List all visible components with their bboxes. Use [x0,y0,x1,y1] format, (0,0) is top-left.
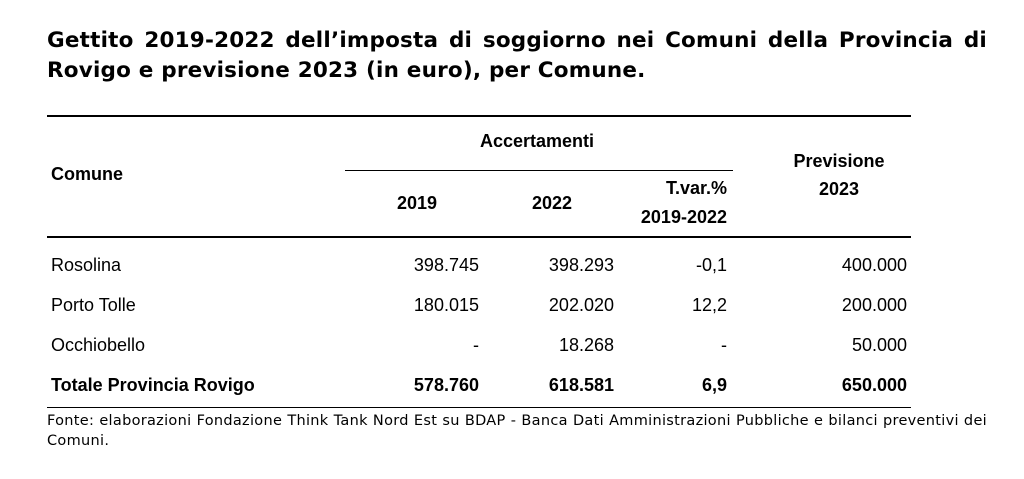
row-tvar: -0,1 [695,255,727,275]
total-2019: 578.760 [413,375,479,395]
header-previsione-line1: Previsione [793,151,885,171]
total-tvar: 6,9 [701,375,727,395]
table-top-rule [47,115,911,117]
row-comune: Rosolina [51,255,122,275]
header-bottom-rule [47,236,911,238]
total-comune: Totale Provincia Rovigo [51,375,255,395]
accertamenti-underline [345,170,733,171]
header-accertamenti: Accertamenti [479,131,595,151]
row-2022: 202.020 [548,295,614,315]
source-note: Fonte: elaborazioni Fondazione Think Tan… [47,413,987,449]
row-2019: - [473,335,479,355]
row-previsione: 200.000 [841,295,907,315]
table-title: Gettito 2019-2022 dell’imposta di soggio… [47,28,987,83]
header-2022: 2022 [531,193,572,213]
row-2022: 18.268 [558,335,614,355]
total-previsione: 650.000 [841,375,907,395]
header-2019: 2019 [396,193,437,213]
row-comune: Porto Tolle [51,295,136,315]
row-2019: 398.745 [413,255,479,275]
row-tvar: 12,2 [691,295,727,315]
header-tvar-line1: T.var.% [665,178,727,198]
row-comune: Occhiobello [51,335,146,355]
total-2022: 618.581 [548,375,614,395]
header-tvar-line2: 2019-2022 [640,207,727,227]
row-tvar: - [721,335,727,355]
header-previsione-line2: 2023 [818,179,860,199]
row-2022: 398.293 [548,255,614,275]
table-bottom-rule [47,407,911,408]
row-previsione: 50.000 [851,335,907,355]
row-2019: 180.015 [413,295,479,315]
header-comune: Comune [51,164,123,184]
row-previsione: 400.000 [841,255,907,275]
